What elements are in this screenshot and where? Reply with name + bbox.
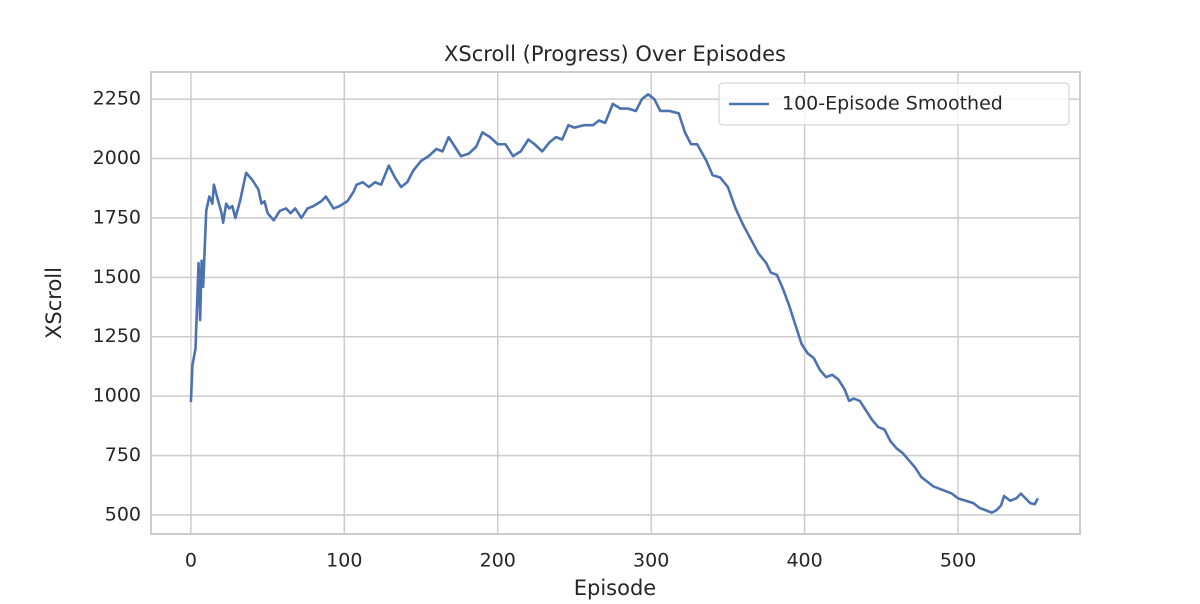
x-tick-label: 400: [786, 550, 822, 572]
y-tick-label: 1500: [93, 266, 141, 288]
x-tick-label: 0: [185, 550, 197, 572]
x-axis-label: Episode: [574, 576, 656, 600]
y-tick-label: 2000: [93, 147, 141, 169]
y-tick-label: 2250: [93, 88, 141, 110]
x-tick-label: 100: [326, 550, 362, 572]
y-tick-label: 1250: [93, 325, 141, 347]
x-tick-label: 500: [940, 550, 976, 572]
chart-title: XScroll (Progress) Over Episodes: [444, 42, 786, 66]
y-tick-label: 750: [105, 444, 141, 466]
y-axis-label: XScroll: [42, 267, 66, 339]
y-tick-label: 500: [105, 503, 141, 525]
legend-box: [718, 82, 1070, 126]
data-line: [189, 93, 1039, 514]
x-tick-label: 300: [633, 550, 669, 572]
y-tick-label: 1750: [93, 206, 141, 228]
y-tick-label: 1000: [93, 385, 141, 407]
legend-label: 100-Episode Smoothed: [782, 93, 1003, 115]
x-tick-label: 200: [480, 550, 516, 572]
plot-frame: [150, 71, 1081, 535]
